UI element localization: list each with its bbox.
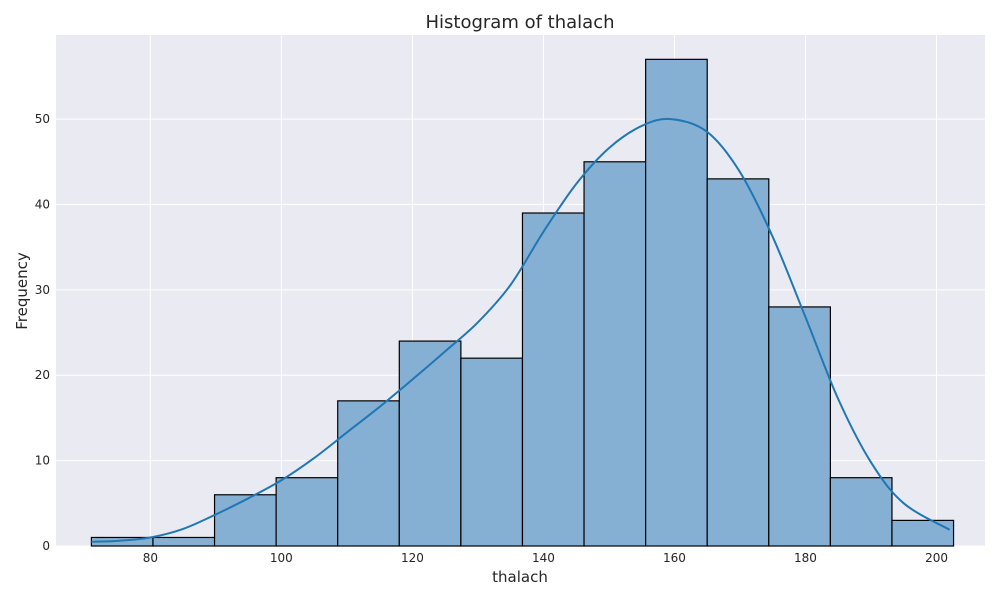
chart-title: Histogram of thalach: [426, 12, 615, 33]
x-tick-label: 140: [532, 551, 555, 565]
histogram-bar: [706, 178, 770, 547]
x-tick-label: 80: [143, 551, 158, 565]
histogram-bar: [337, 400, 400, 547]
y-axis-ticks: 0 10 20 30 40 50: [35, 112, 50, 553]
histogram-bar: [521, 212, 585, 547]
histogram-bar: [460, 357, 524, 547]
x-tick-label: 120: [401, 551, 424, 565]
histogram-bar: [891, 519, 955, 547]
histogram-bar: [829, 477, 893, 547]
x-axis-label: thalach: [492, 568, 548, 586]
histogram-bar: [213, 494, 277, 547]
x-tick-label: 200: [925, 551, 948, 565]
x-axis-ticks: 80 100 120 140 160 180 200: [143, 551, 948, 565]
histogram-bar: [398, 340, 462, 547]
histogram-bar: [768, 306, 831, 547]
y-tick-label: 20: [35, 368, 50, 382]
y-tick-label: 50: [35, 112, 50, 126]
y-tick-label: 10: [35, 454, 50, 468]
x-tick-label: 100: [270, 551, 293, 565]
y-tick-label: 30: [35, 283, 50, 297]
y-axis-label: Frequency: [13, 252, 31, 330]
histogram-bar: [645, 58, 708, 547]
histogram-bar: [275, 477, 339, 547]
x-tick-label: 160: [663, 551, 686, 565]
x-tick-label: 180: [794, 551, 817, 565]
histogram-bar: [583, 161, 647, 547]
kde-curve: [91, 117, 951, 543]
y-tick-label: 0: [42, 539, 50, 553]
histogram-bar: [152, 536, 216, 547]
histogram-bars: [90, 58, 955, 547]
y-tick-label: 40: [35, 197, 50, 211]
